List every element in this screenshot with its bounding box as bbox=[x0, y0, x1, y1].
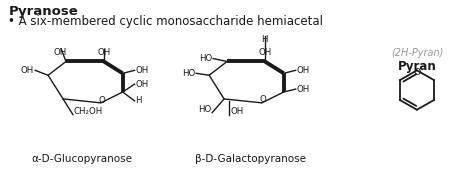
Text: O: O bbox=[99, 96, 105, 105]
Text: Pyranose: Pyranose bbox=[9, 5, 78, 18]
Text: OH: OH bbox=[21, 66, 34, 75]
Text: O: O bbox=[259, 95, 266, 104]
Text: OH: OH bbox=[54, 48, 67, 57]
Text: OH: OH bbox=[136, 66, 149, 75]
Text: CH₂OH: CH₂OH bbox=[74, 107, 103, 116]
Text: OH: OH bbox=[297, 85, 310, 94]
Text: β-D-Galactopyranose: β-D-Galactopyranose bbox=[195, 154, 306, 164]
Text: α-D-Glucopyranose: α-D-Glucopyranose bbox=[31, 154, 132, 164]
Text: HO: HO bbox=[198, 105, 211, 114]
Text: Pyran: Pyran bbox=[398, 59, 436, 73]
Text: (2H-Pyran): (2H-Pyran) bbox=[391, 48, 443, 58]
Text: HO: HO bbox=[199, 54, 212, 63]
Text: OH: OH bbox=[297, 66, 310, 75]
Text: HO: HO bbox=[182, 69, 195, 78]
Text: H: H bbox=[136, 96, 142, 105]
Text: OH: OH bbox=[97, 48, 110, 57]
Text: OH: OH bbox=[230, 107, 243, 116]
Text: • A six-membered cyclic monosaccharide hemiacetal: • A six-membered cyclic monosaccharide h… bbox=[9, 15, 323, 28]
Text: OH: OH bbox=[258, 48, 272, 57]
Text: O: O bbox=[413, 68, 420, 77]
Text: OH: OH bbox=[136, 80, 149, 89]
Text: H: H bbox=[262, 35, 268, 44]
